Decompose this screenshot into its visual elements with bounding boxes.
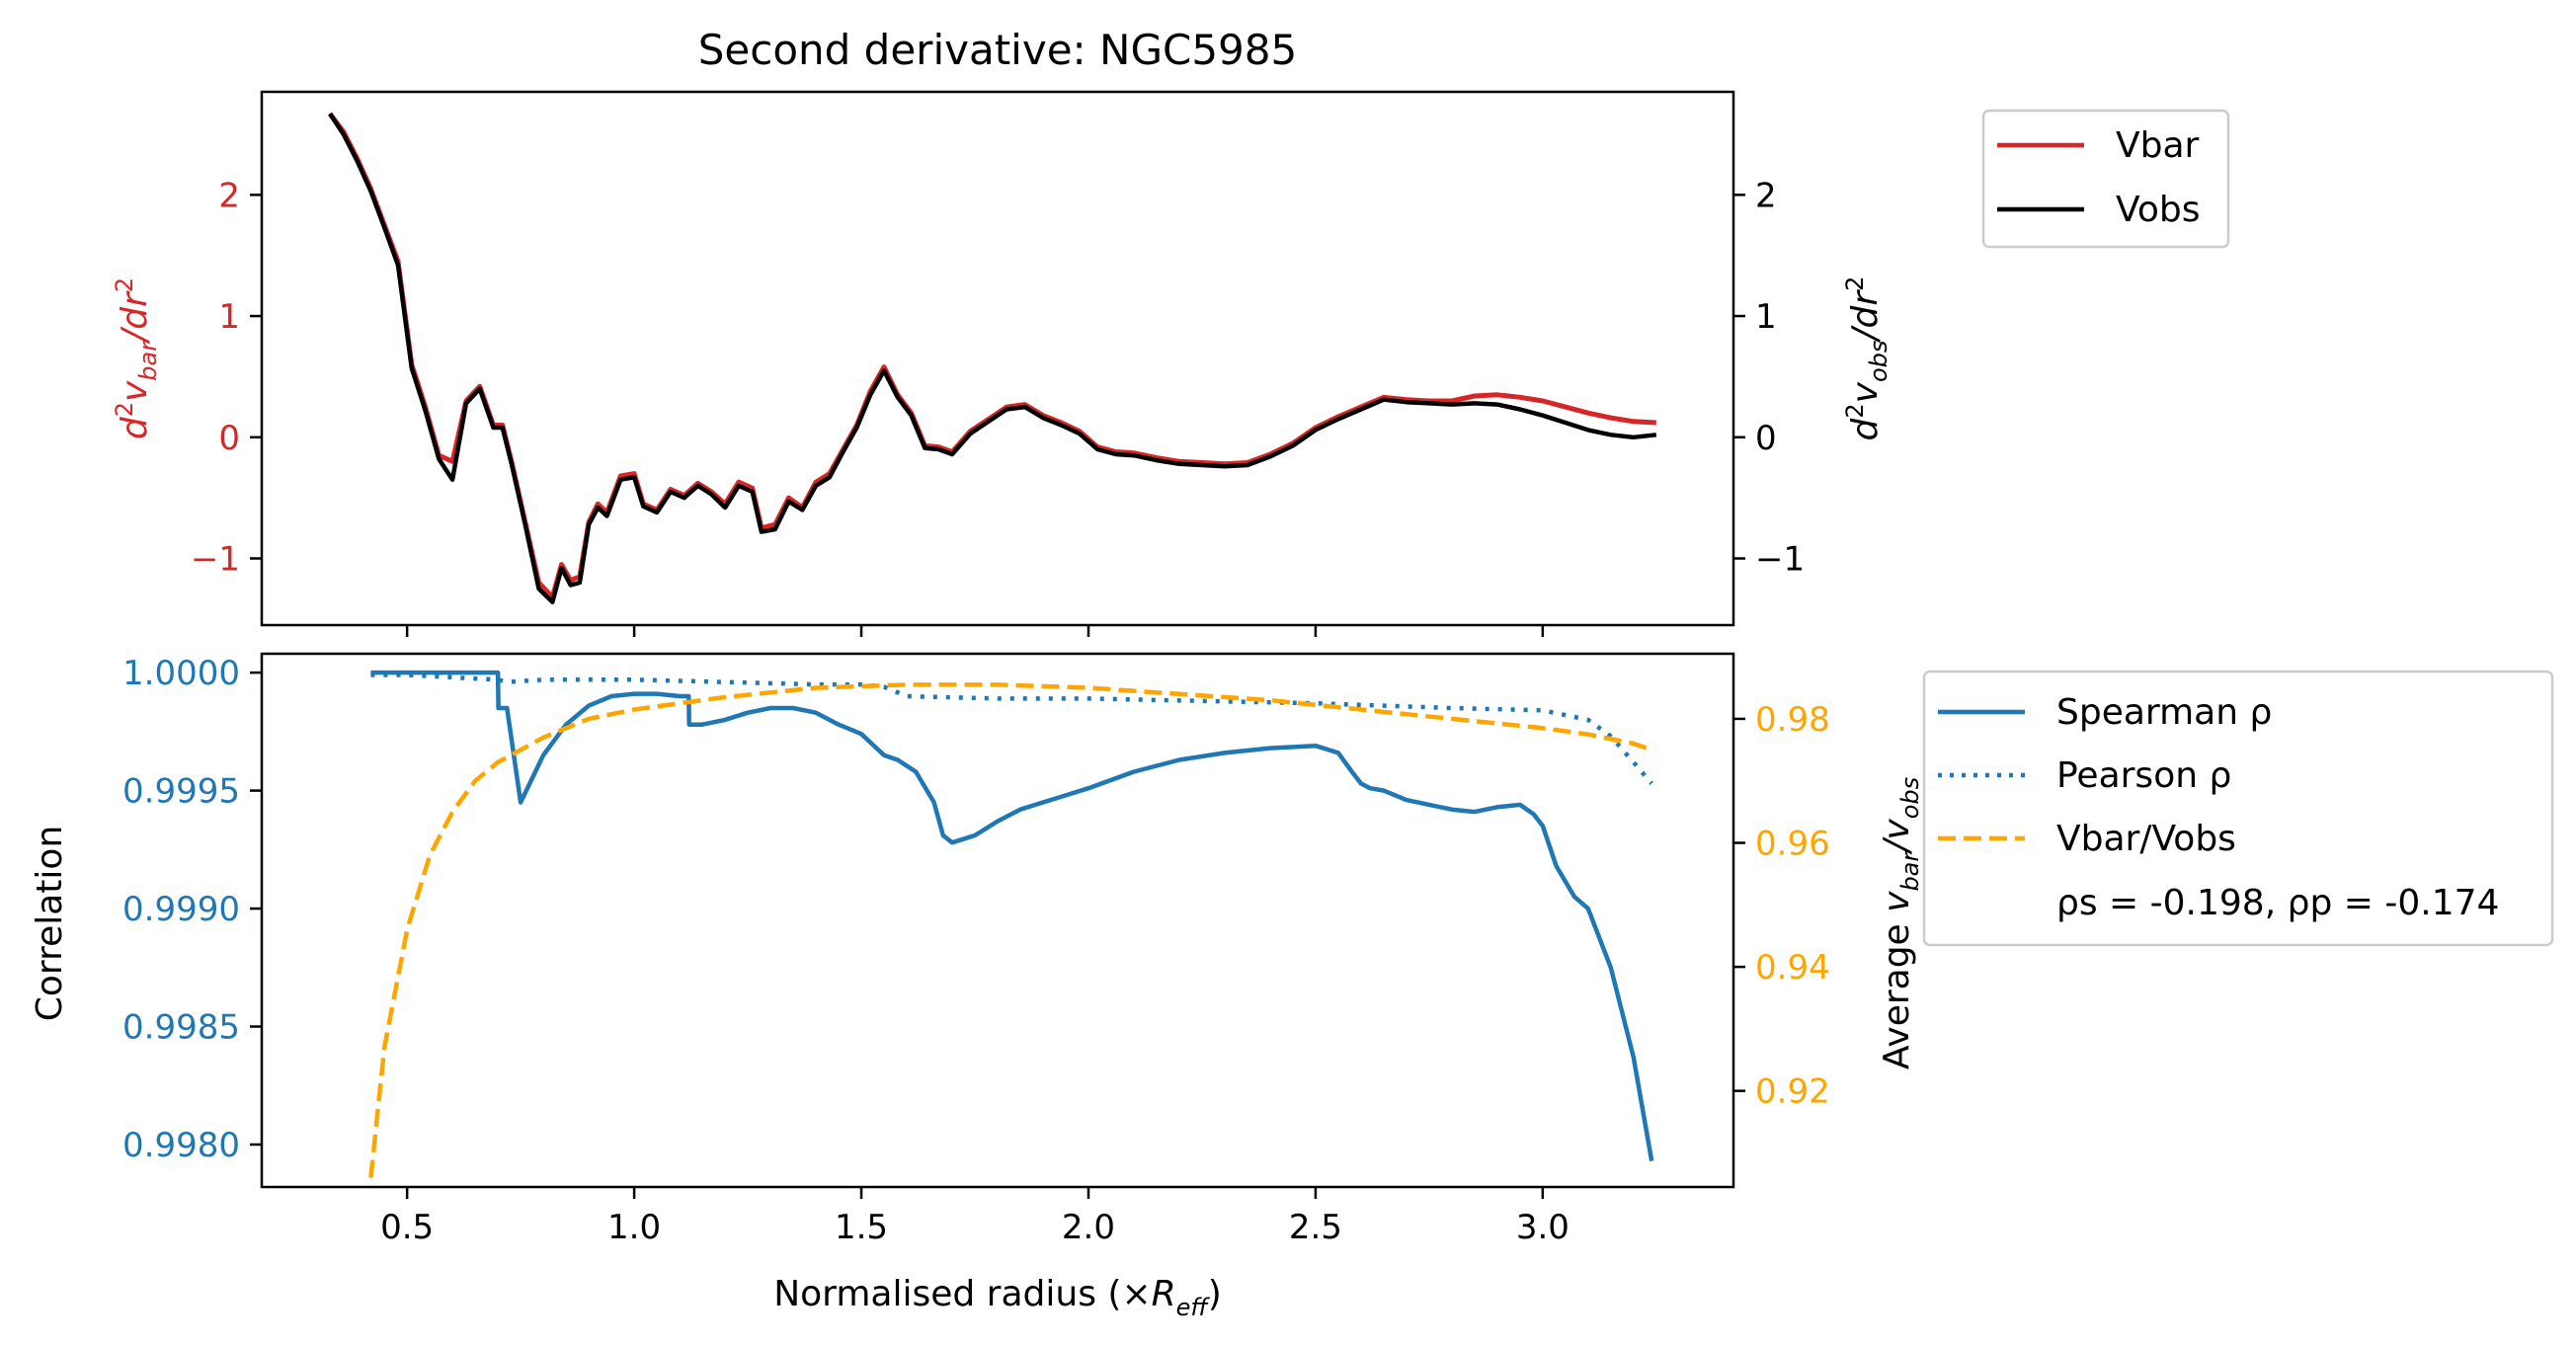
bottom-plot-area	[368, 670, 1654, 1178]
bottom-x-ticks: 0.5 1.0 1.5 2.0 2.5 3.0	[380, 1187, 1570, 1247]
bottom-legend: Spearman ρ Pearson ρ Vbar/Vobs ρs = -0.1…	[1922, 670, 2554, 947]
bottom-x-tick-label: 3.0	[1516, 1208, 1570, 1247]
bottom-x-tick-label: 1.0	[607, 1208, 661, 1247]
top-left-tick-label: −1	[191, 540, 240, 580]
legend-label-vobs: Vobs	[2116, 190, 2200, 230]
legend-label-pearson: Pearson ρ	[2056, 755, 2231, 796]
bottom-x-tick-label: 2.5	[1289, 1208, 1342, 1247]
series-line-dashed	[368, 682, 1652, 1178]
bottom-right-tick-label: 0.96	[1755, 825, 1830, 864]
bottom-x-tick-label: 0.5	[380, 1208, 434, 1247]
bottom-left-tick-label: 0.9985	[122, 1008, 240, 1048]
top-left-y-label: d2vbar/dr2	[111, 277, 162, 439]
top-right-y-ticks: −1 0 1 2	[1733, 176, 1805, 580]
legend-label-spearman: Spearman ρ	[2056, 692, 2272, 733]
top-right-tick-label: 1	[1755, 297, 1777, 337]
top-axes-frame	[260, 90, 1735, 627]
series-line-vobs	[328, 112, 1657, 604]
bottom-x-label: Normalised radius (×Reff)	[773, 1274, 1222, 1321]
bottom-left-tick-label: 0.9990	[122, 890, 240, 929]
bottom-right-tick-label: 0.98	[1755, 700, 1830, 740]
top-plot-area	[327, 112, 1657, 604]
legend-label-vbar: Vbar	[2116, 125, 2200, 166]
legend-label-vbar-vobs: Vbar/Vobs	[2056, 819, 2236, 859]
series-line-dotted	[370, 672, 1653, 785]
top-left-tick-label: 1	[218, 297, 240, 337]
series-line-solid	[370, 670, 1654, 1162]
bottom-axes-frame	[260, 652, 1735, 1189]
top-right-tick-label: −1	[1755, 540, 1805, 580]
top-x-ticks	[405, 625, 1545, 637]
top-legend: Vbar Vobs	[1981, 109, 2230, 249]
top-right-tick-label: 2	[1755, 176, 1777, 215]
top-left-tick-label: 0	[218, 419, 240, 458]
bottom-right-y-ticks: 0.92 0.94 0.96 0.98	[1733, 700, 1830, 1112]
legend-correlation-annotation: ρs = -0.198, ρp = -0.174	[2056, 883, 2499, 923]
series-line-vbar	[327, 112, 1656, 600]
top-chart-title: Second derivative: NGC5985	[698, 26, 1297, 74]
bottom-x-tick-label: 2.0	[1062, 1208, 1115, 1247]
bottom-legend-frame	[1922, 670, 2554, 947]
bottom-left-tick-label: 1.0000	[122, 654, 240, 693]
bottom-left-y-label: Correlation	[30, 826, 70, 1022]
top-left-y-ticks: −1 0 1 2	[191, 176, 262, 580]
bottom-left-y-ticks: 0.9980 0.9985 0.9990 0.9995 1.0000	[122, 654, 262, 1165]
bottom-left-tick-label: 0.9995	[122, 772, 240, 812]
bottom-x-tick-label: 1.5	[835, 1208, 888, 1247]
bottom-right-tick-label: 0.94	[1755, 948, 1830, 988]
bottom-right-y-label: Average vbar/vobs	[1877, 777, 1924, 1069]
bottom-left-tick-label: 0.9980	[122, 1126, 240, 1165]
top-left-tick-label: 2	[218, 176, 240, 215]
top-right-y-label: d2vobs/dr2	[1841, 277, 1892, 441]
top-right-tick-label: 0	[1755, 419, 1777, 458]
bottom-right-tick-label: 0.92	[1755, 1072, 1830, 1112]
